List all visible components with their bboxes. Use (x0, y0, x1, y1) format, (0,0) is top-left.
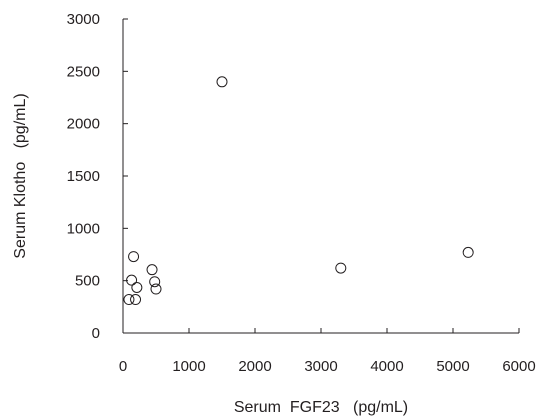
y-axis-title: Serum Klotho (pg/mL) (12, 93, 29, 258)
x-axis-ticks: 0 1000 2000 3000 4000 5000 6000 (119, 328, 536, 375)
x-tick-label: 0 (119, 358, 127, 375)
x-tick-label: 4000 (370, 358, 403, 375)
y-tick-label: 500 (75, 273, 100, 290)
y-tick-label: 3000 (67, 11, 100, 28)
data-point (146, 264, 158, 276)
y-tick-label: 0 (92, 325, 100, 342)
x-tick-label: 3000 (304, 358, 337, 375)
data-point (150, 283, 162, 295)
x-tick-label: 2000 (238, 358, 271, 375)
data-point (126, 274, 138, 286)
data-point (131, 281, 143, 293)
y-tick-label: 1000 (67, 220, 100, 237)
x-tick-label: 1000 (172, 358, 205, 375)
y-tick-label: 1500 (67, 168, 100, 185)
x-axis-title: Serum FGF23 (pg/mL) (234, 399, 408, 416)
y-tick-label: 2000 (67, 116, 100, 133)
y-tick-label: 2500 (67, 63, 100, 80)
y-axis-ticks: 0 500 1000 1500 2000 2500 3000 (67, 11, 128, 342)
data-points (123, 76, 474, 306)
data-point (149, 276, 161, 288)
data-point (123, 294, 135, 306)
data-point (130, 294, 142, 306)
data-point (462, 246, 474, 258)
data-point (216, 76, 228, 88)
x-tick-label: 6000 (502, 358, 535, 375)
data-point (335, 262, 347, 274)
x-tick-label: 5000 (436, 358, 469, 375)
data-point (128, 251, 140, 263)
